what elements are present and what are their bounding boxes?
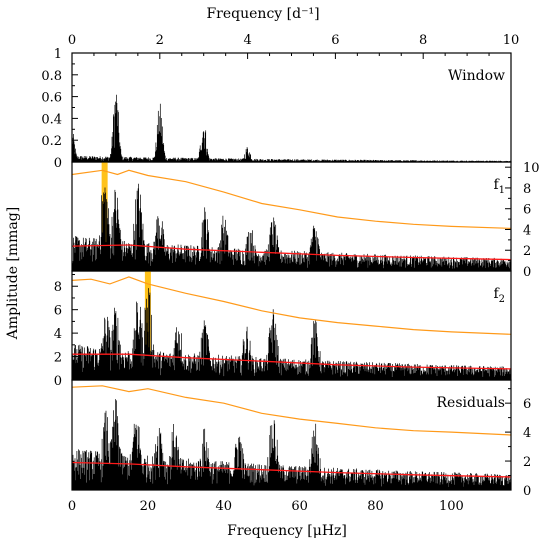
panel-residuals: 0 2 4 6 0 Residuals — [54, 374, 532, 499]
y-tick-label: 8 — [523, 182, 531, 197]
panel-frame — [71, 379, 512, 491]
y-tick-label: 2 — [523, 455, 531, 470]
y-tick-label: 0 — [54, 156, 62, 171]
noise-level-curve — [72, 461, 511, 478]
panel-label-main: f — [493, 177, 500, 193]
amplitude-spectrum — [72, 288, 511, 380]
panel-label-subscript: 2 — [499, 294, 505, 305]
bottom-tick-label: 80 — [367, 499, 384, 514]
y-tick-label: 4 — [523, 426, 531, 441]
top-tick-label: 4 — [243, 33, 251, 48]
y-tick-label: 2 — [54, 351, 62, 366]
bottom-tick-label: 40 — [215, 499, 232, 514]
significance-curve — [72, 385, 511, 436]
y-tick-label: 8 — [54, 280, 62, 295]
y-tick-label: 0 — [523, 265, 531, 280]
noise-level-curve — [72, 244, 511, 261]
y-tick-label: 0.4 — [41, 112, 62, 127]
y-tick-label: 6 — [523, 203, 531, 218]
noise-level-curve — [72, 353, 511, 370]
y-tick-label: 6 — [523, 397, 531, 412]
bottom-tick-label: 20 — [140, 499, 157, 514]
y-tick-label: 0.2 — [41, 134, 62, 149]
y-tick-label: 0.6 — [41, 91, 62, 106]
y-tick-label: 10 — [523, 161, 540, 176]
significance-curve — [72, 276, 511, 335]
bottom-tick-label: 60 — [291, 499, 308, 514]
bottom-tick-label: 100 — [439, 499, 464, 514]
panel-label-main: f — [493, 286, 500, 302]
y-tick-label: 2 — [523, 244, 531, 259]
panel-label-main: Window — [448, 68, 505, 84]
top-tick-label: 10 — [503, 33, 520, 48]
top-tick-label: 6 — [331, 33, 339, 48]
y-tick-label: 0.8 — [41, 69, 62, 84]
panel-label-subscript: 1 — [499, 185, 505, 196]
bottom-tick-label: 0 — [68, 499, 76, 514]
top-tick-label: 2 — [156, 33, 164, 48]
top-tick-label: 0 — [68, 33, 76, 48]
y-axis-label: Amplitude [mmag] — [5, 207, 21, 340]
y-tick-label: 1 — [54, 47, 62, 62]
y-tick-label: 6 — [54, 304, 62, 319]
y-tick-label: 0 — [54, 374, 62, 389]
panel-label: f2 — [493, 286, 505, 305]
amplitude-spectrum — [72, 94, 511, 162]
panel-frame — [71, 52, 512, 163]
top-tick-label: 8 — [419, 33, 427, 48]
significance-curve — [72, 169, 511, 229]
panel-label-main: Residuals — [437, 395, 505, 411]
top-axis-label: Frequency [d⁻¹] — [206, 6, 319, 22]
panel-window: 0 0.2 0.4 0.6 0.8 1 Window — [41, 47, 512, 171]
amplitude-spectrum — [72, 399, 511, 490]
panel-label: f1 — [493, 177, 505, 196]
panel-label: Window — [448, 68, 505, 84]
bottom-axis-label: Frequency [μHz] — [227, 523, 347, 539]
y-tick-label: 0 — [523, 484, 531, 499]
panel-label: Residuals — [437, 395, 505, 411]
panels-group: 0 2 4 6 8 100 20 40 60 80 10000.20.40.60.81Window0… — [41, 33, 539, 514]
highlight-band — [144, 271, 151, 380]
y-tick-label: 4 — [54, 327, 62, 342]
amplitude-spectrum — [72, 183, 511, 271]
y-tick-label: 4 — [523, 223, 531, 238]
panel-f1: 0 2 4 6 8 10 f1 — [71, 161, 540, 280]
